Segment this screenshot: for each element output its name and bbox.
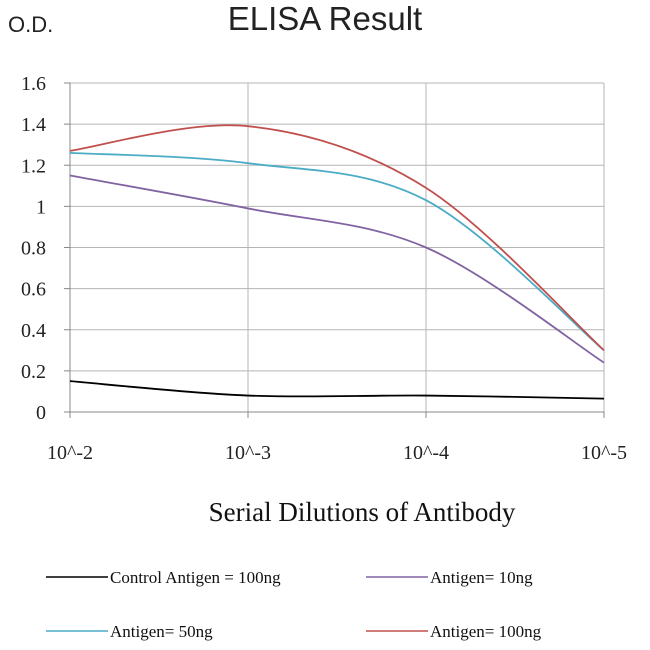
y-tick-label: 1 [36, 196, 46, 218]
x-tick-label: 10^-5 [581, 442, 627, 464]
legend-antigen-10ng-label: Antigen= 10ng [430, 568, 533, 587]
y-tick-label: 0.8 [21, 238, 46, 260]
y-tick-label: 1.6 [21, 73, 46, 95]
x-tick-label: 10^-3 [225, 442, 271, 464]
y-tick-labels: 0 0.2 0.4 0.6 0.8 1 1.2 1.4 1.6 [21, 73, 46, 424]
legend-antigen-50ng-label: Antigen= 50ng [110, 622, 213, 641]
legend-antigen-100ng-label: Antigen= 100ng [430, 622, 542, 641]
antigen-100ng-line [69, 124, 605, 351]
x-tick-label: 10^-4 [403, 442, 449, 464]
axes [64, 82, 605, 418]
y-tick-label: 1.4 [21, 114, 46, 136]
legend: Control Antigen = 100ng Antigen= 10ng Anti… [46, 568, 542, 641]
gridlines [70, 82, 605, 412]
series-lines [69, 124, 605, 400]
y-tick-label: 0.2 [21, 361, 46, 383]
control-antigen-100ng-line [69, 380, 605, 400]
x-tick-labels: 10^-2 10^-3 10^-4 10^-5 [47, 442, 627, 464]
x-axis-label: Serial Dilutions of Antibody [209, 497, 516, 527]
y-tick-label: 0.4 [21, 320, 46, 342]
chart-title: ELISA Result [228, 0, 422, 37]
y-axis-label: O.D. [8, 12, 53, 37]
y-tick-label: 1.2 [21, 155, 46, 177]
legend-control-antigen-100ng-label: Control Antigen = 100ng [110, 568, 281, 587]
antigen-10ng-line [69, 174, 605, 364]
x-tick-label: 10^-2 [47, 442, 93, 464]
antigen-50ng-line [69, 152, 605, 352]
y-tick-label: 0 [36, 402, 46, 424]
y-tick-label: 0.6 [21, 279, 46, 301]
